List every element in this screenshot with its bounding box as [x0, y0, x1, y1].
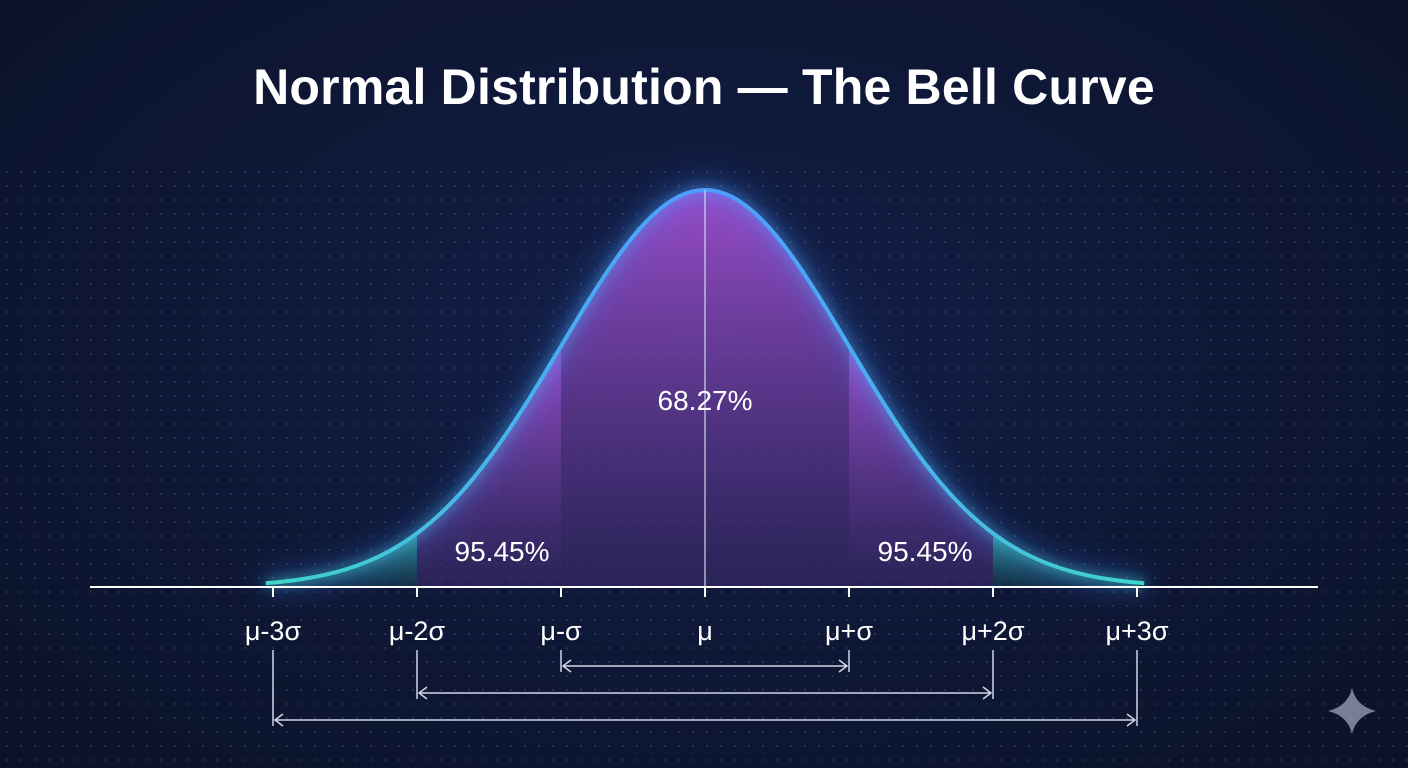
axis-ticks: μ-3σ μ-2σ μ-σ μ μ+σ μ+2σ μ+3σ — [245, 587, 1169, 646]
tick-label: μ-σ — [540, 616, 582, 646]
sparkle-icon — [1328, 688, 1376, 734]
region-label: 95.45% — [878, 536, 973, 567]
tick-label: μ+σ — [825, 616, 873, 646]
tick-label: μ+2σ — [961, 616, 1024, 646]
range-bracket-1sigma — [560, 650, 850, 673]
region-label: 95.45% — [455, 536, 550, 567]
range-brackets — [272, 650, 1138, 727]
tick-label: μ-2σ — [389, 616, 446, 646]
tick-label: μ-3σ — [245, 616, 302, 646]
page-title: Normal Distribution — The Bell Curve — [253, 59, 1155, 115]
range-bracket-3sigma — [272, 650, 1138, 727]
tick-label: μ+3σ — [1105, 616, 1168, 646]
range-bracket-2sigma — [416, 650, 994, 700]
region-fill-3 — [273, 533, 417, 587]
region-labels: 68.27% 95.45% 95.45% — [455, 385, 973, 567]
region-label: 68.27% — [658, 385, 753, 416]
region-fill-4 — [993, 533, 1137, 587]
tick-label: μ — [697, 616, 713, 646]
